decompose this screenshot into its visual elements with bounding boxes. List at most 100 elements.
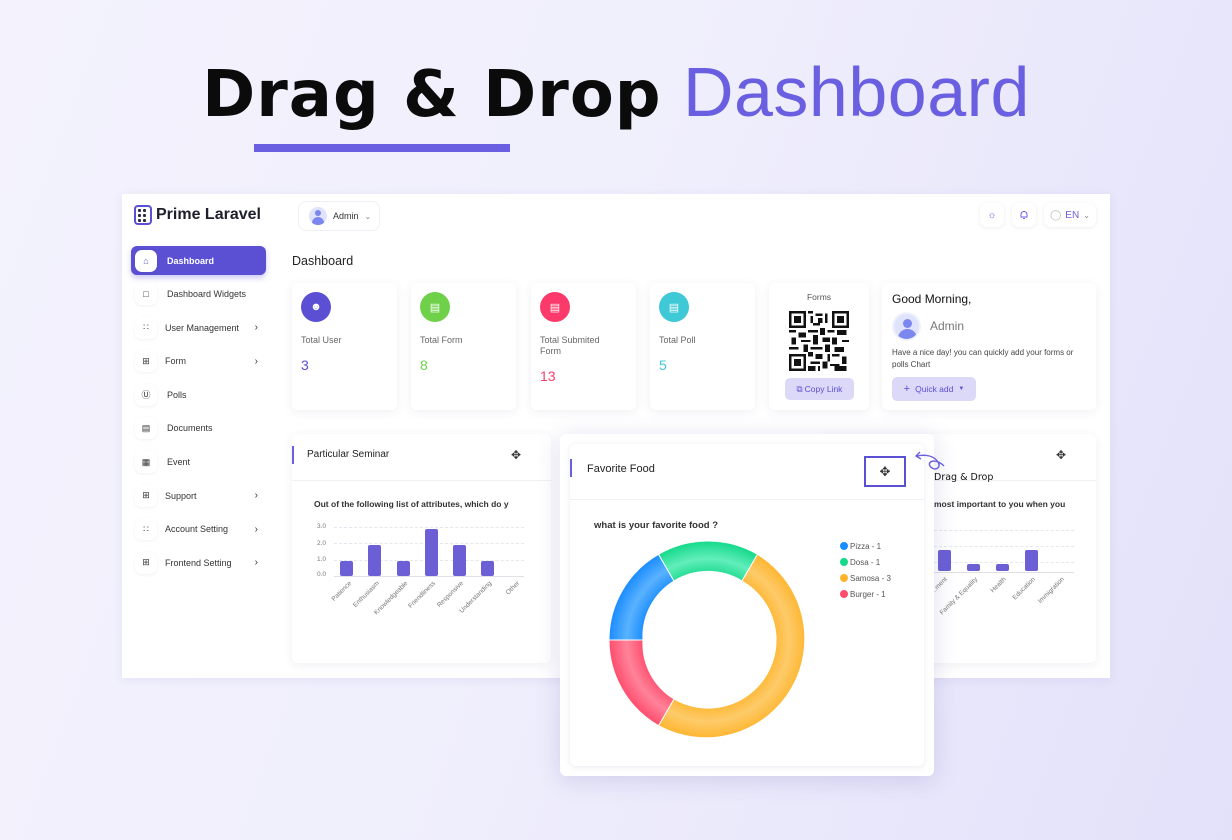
sidebar-item-label: Support	[165, 490, 197, 501]
forms-label: Forms	[806, 292, 832, 302]
stat-label: Total Submited Form	[540, 335, 600, 356]
stat-card-total-user: ☻ Total User 3	[292, 283, 397, 410]
quick-add-label: Quick add	[915, 384, 954, 394]
avatar	[892, 312, 921, 341]
sidebar-item-label: Dashboard	[167, 255, 215, 266]
hero-title-light: Dashboard	[682, 53, 1030, 131]
sidebar-item-documents[interactable]: ▤ Documents	[131, 414, 266, 443]
coin-icon: Ⓤ	[135, 383, 157, 406]
chevron-right-icon: ›	[254, 355, 258, 367]
home-icon: ⌂	[135, 249, 157, 272]
stat-value: 5	[659, 357, 667, 373]
sidebar-item-label: Form	[165, 356, 186, 367]
hero-title-bold: Drag & Drop	[202, 58, 662, 132]
top-toolbar: ☼ ◯ EN ⌄	[980, 203, 1096, 227]
sidebar-item-label: Polls	[167, 389, 187, 400]
sidebar-item-form[interactable]: ⊞ Form ›	[131, 347, 266, 376]
calendar-icon: ▦	[135, 451, 157, 474]
sidebar-item-label: Dashboard Widgets	[167, 289, 247, 300]
sidebar-item-dashboard[interactable]: ⌂ Dashboard	[131, 246, 266, 275]
stat-card-total-poll: ▤ Total Poll 5	[650, 283, 755, 410]
copy-link-button[interactable]: ⧉ Copy Link	[785, 378, 854, 400]
theme-toggle-button[interactable]: ☼	[980, 203, 1004, 227]
logo-text: Prime Laravel	[156, 206, 261, 223]
chart-question: most important to you when you	[934, 499, 1066, 509]
chevron-right-icon: ›	[254, 490, 258, 502]
widget-title: Particular Seminar	[307, 449, 390, 460]
sidebar-item-support[interactable]: ⊞ Support ›	[131, 481, 266, 510]
legend-item-samosa[interactable]: Samosa - 3	[840, 570, 891, 586]
grid-plus-icon: ∷	[135, 518, 157, 541]
widget-accent-bar	[292, 446, 294, 464]
avatar	[309, 207, 327, 225]
chevron-right-icon: ›	[254, 523, 258, 535]
greeting-message: Have a nice day! you can quickly add you…	[892, 348, 1074, 369]
sidebar-item-event[interactable]: ▦ Event	[131, 448, 266, 477]
grid-icon: ∷	[135, 316, 157, 339]
bar-knowledgeable	[397, 561, 410, 576]
move-icon[interactable]: ✥	[511, 448, 522, 462]
curved-arrow-icon	[914, 451, 945, 470]
stat-card-total-form: ▤ Total Form 8	[411, 283, 516, 410]
widget-favorite-food: Favorite Food ✥ what is your favorite fo…	[570, 444, 924, 766]
greeting-name: Admin	[930, 319, 965, 333]
move-handle[interactable]: ✥	[864, 456, 906, 487]
plus-icon: +	[903, 383, 911, 395]
sidebar-item-account-setting[interactable]: ∷ Account Setting ›	[131, 515, 266, 544]
widget-accent-bar	[570, 459, 572, 477]
table-icon: ⊞	[135, 551, 157, 574]
legend-item-dosa[interactable]: Dosa - 1	[840, 554, 891, 570]
sidebar-item-label: Frontend Setting	[165, 557, 232, 568]
forms-qr-card: Forms ⧉ Copy Link	[769, 283, 869, 410]
move-icon: ✥	[879, 463, 891, 479]
document-icon: ▤	[135, 417, 157, 440]
bar-responsive	[453, 545, 466, 576]
widget-particular-seminar: Particular Seminar ✥ Out of the followin…	[292, 434, 551, 663]
stat-card-total-submitted-form: ▤ Total Submited Form 13	[531, 283, 636, 410]
greeting-title: Good Morning,	[892, 292, 972, 306]
page-title: Dashboard	[292, 254, 354, 268]
square-icon: □	[135, 283, 157, 306]
table-icon: ⊞	[135, 350, 157, 373]
dragging-widget-favorite-food[interactable]: Favorite Food ✥ what is your favorite fo…	[560, 434, 934, 776]
chevron-down-icon: ⌄	[1083, 210, 1090, 220]
quick-add-button[interactable]: + Quick add ▼	[892, 377, 976, 401]
bell-icon	[1020, 211, 1028, 219]
sidebar-item-frontend-setting[interactable]: ⊞ Frontend Setting ›	[131, 548, 266, 577]
favorite-food-donut-chart	[608, 540, 806, 739]
chart-question: what is your favorite food ?	[594, 520, 719, 531]
sidebar-item-label: Account Setting	[165, 524, 229, 535]
form-icon: ▤	[420, 292, 450, 322]
sidebar: ⌂ Dashboard □ Dashboard Widgets ∷ User M…	[131, 246, 266, 582]
language-label: EN	[1065, 209, 1080, 221]
stat-label: Total User	[301, 335, 342, 345]
user-menu-label: Admin	[333, 211, 359, 221]
stat-value: 3	[301, 357, 309, 373]
chevron-down-icon: ⌄	[364, 211, 372, 221]
divider	[292, 480, 551, 481]
table-icon: ⊞	[135, 484, 157, 507]
copy-link-label: Copy Link	[804, 384, 843, 394]
sidebar-item-user-management[interactable]: ∷ User Management ›	[131, 313, 266, 342]
user-menu-button[interactable]: Admin ⌄	[298, 201, 380, 231]
hero-underline	[254, 144, 510, 152]
widget-title: Favorite Food	[587, 463, 655, 475]
move-icon[interactable]: ✥	[1056, 448, 1067, 462]
language-select[interactable]: ◯ EN ⌄	[1044, 203, 1096, 227]
copy-icon: ⧉	[796, 383, 803, 394]
qr-code	[789, 311, 849, 371]
logo[interactable]: Prime Laravel	[134, 205, 261, 225]
notifications-button[interactable]	[1012, 203, 1036, 227]
chevron-right-icon: ›	[254, 322, 258, 334]
legend-item-pizza[interactable]: Pizza - 1	[840, 538, 891, 554]
sidebar-item-dashboard-widgets[interactable]: □ Dashboard Widgets	[131, 280, 266, 309]
submit-icon: ▤	[540, 292, 570, 322]
drag-drop-annotation: Drag & Drop	[934, 472, 994, 483]
divider	[822, 480, 1096, 481]
legend-item-burger[interactable]: Burger - 1	[840, 586, 891, 602]
caret-down-icon: ▼	[958, 386, 965, 392]
hero-heading: Drag & Drop Dashboard	[0, 52, 1232, 152]
sidebar-item-label: Documents	[167, 423, 213, 434]
stat-value: 8	[420, 357, 428, 373]
sidebar-item-polls[interactable]: Ⓤ Polls	[131, 380, 266, 409]
